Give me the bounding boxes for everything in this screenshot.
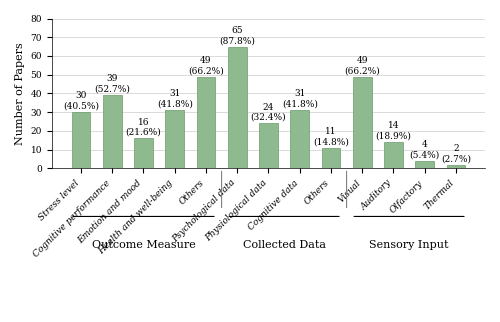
Text: Sensory Input: Sensory Input [370,241,449,251]
Text: 16
(21.6%): 16 (21.6%) [126,118,162,137]
Text: 2
(2.7%): 2 (2.7%) [441,144,471,163]
Text: 65
(87.8%): 65 (87.8%) [220,26,255,45]
Text: 31
(41.8%): 31 (41.8%) [157,90,192,109]
Bar [134,138,153,168]
Text: Outcome Measure: Outcome Measure [92,241,196,251]
Bar [72,112,90,168]
Text: 24
(32.4%): 24 (32.4%) [250,103,286,122]
Bar [290,110,309,168]
Y-axis label: Number of Papers: Number of Papers [15,42,25,145]
Text: 49
(66.2%): 49 (66.2%) [344,56,380,75]
Bar [259,123,278,168]
Bar [353,77,372,168]
Bar [416,161,434,168]
Text: 49
(66.2%): 49 (66.2%) [188,56,224,75]
Bar [228,47,246,168]
Text: 11
(14.8%): 11 (14.8%) [313,127,349,146]
Bar [196,77,216,168]
Text: 14
(18.9%): 14 (18.9%) [376,121,412,141]
Bar [103,95,122,168]
Text: Collected Data: Collected Data [242,241,326,251]
Bar [322,148,340,168]
Bar [166,110,184,168]
Text: 4
(5.4%): 4 (5.4%) [410,140,440,159]
Bar [446,165,466,168]
Bar [384,142,403,168]
Text: 31
(41.8%): 31 (41.8%) [282,90,318,109]
Text: 30
(40.5%): 30 (40.5%) [63,91,99,111]
Text: 39
(52.7%): 39 (52.7%) [94,74,130,94]
